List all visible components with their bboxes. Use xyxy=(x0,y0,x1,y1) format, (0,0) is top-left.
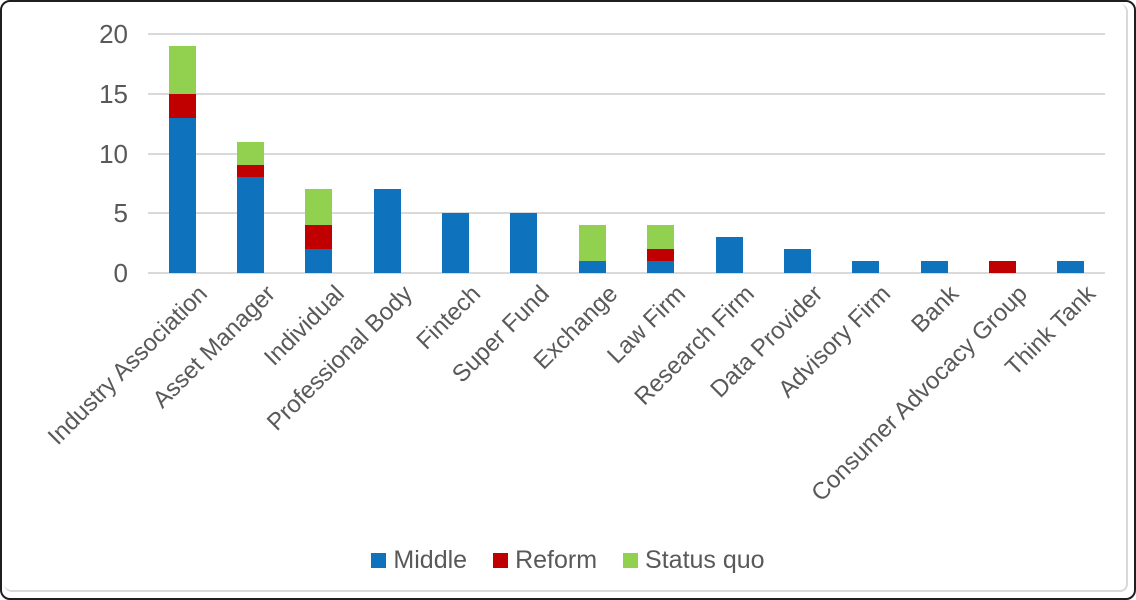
legend-label: Reform xyxy=(515,546,598,574)
bar-segment-middle xyxy=(237,177,265,273)
bar-segment-reform xyxy=(305,225,333,250)
gridline xyxy=(148,92,1105,95)
bar-segment-middle xyxy=(510,213,538,273)
bar-segment-middle xyxy=(1057,261,1085,273)
gridline xyxy=(148,212,1105,215)
legend-item: Status quo xyxy=(623,546,765,575)
bar-segment-middle xyxy=(715,237,743,273)
legend-item: Reform xyxy=(493,546,597,575)
y-axis-tick-label: 5 xyxy=(113,198,128,229)
gridline xyxy=(148,152,1105,155)
y-axis-tick-label: 20 xyxy=(99,19,128,49)
bar-segment-status-quo xyxy=(578,225,606,262)
gridline xyxy=(148,272,1105,274)
bar-segment-reform xyxy=(647,249,675,262)
y-axis-tick-label: 15 xyxy=(99,78,128,109)
bar-segment-reform xyxy=(168,93,196,118)
bar-segment-middle xyxy=(920,261,948,273)
bar-segment-status-quo xyxy=(305,189,333,226)
bar-segment-middle xyxy=(578,261,606,273)
bar-segment-status-quo xyxy=(168,45,196,94)
bar-segment-status-quo xyxy=(237,141,265,166)
bar-segment-middle xyxy=(442,213,470,273)
bar-segment-middle xyxy=(783,249,811,273)
legend-swatch-reform xyxy=(493,553,509,568)
y-axis-tick-label: 0 xyxy=(113,258,128,288)
bar-segment-reform xyxy=(237,165,265,178)
legend-swatch-status-quo xyxy=(623,553,639,568)
legend: Middle Reform Status quo xyxy=(2,546,1134,575)
plot-area: 0 5 10 15 20 Industry Association Asset Manage… xyxy=(43,19,1105,507)
y-axis-tick-label: 10 xyxy=(99,138,128,169)
bar-segment-middle xyxy=(305,249,333,273)
legend-item: Middle xyxy=(371,546,467,575)
bar-segment-middle xyxy=(852,261,880,273)
bar-segment-reform xyxy=(988,261,1016,273)
legend-swatch-middle xyxy=(371,553,387,568)
bar-segment-middle xyxy=(373,189,401,273)
chart-frame xyxy=(4,4,1128,592)
bar-segment-middle xyxy=(647,261,675,273)
legend-label: Status quo xyxy=(645,546,765,574)
gridline xyxy=(148,33,1105,35)
legend-label: Middle xyxy=(393,546,468,574)
bar-segment-status-quo xyxy=(647,225,675,250)
bar-segment-middle xyxy=(168,117,196,273)
